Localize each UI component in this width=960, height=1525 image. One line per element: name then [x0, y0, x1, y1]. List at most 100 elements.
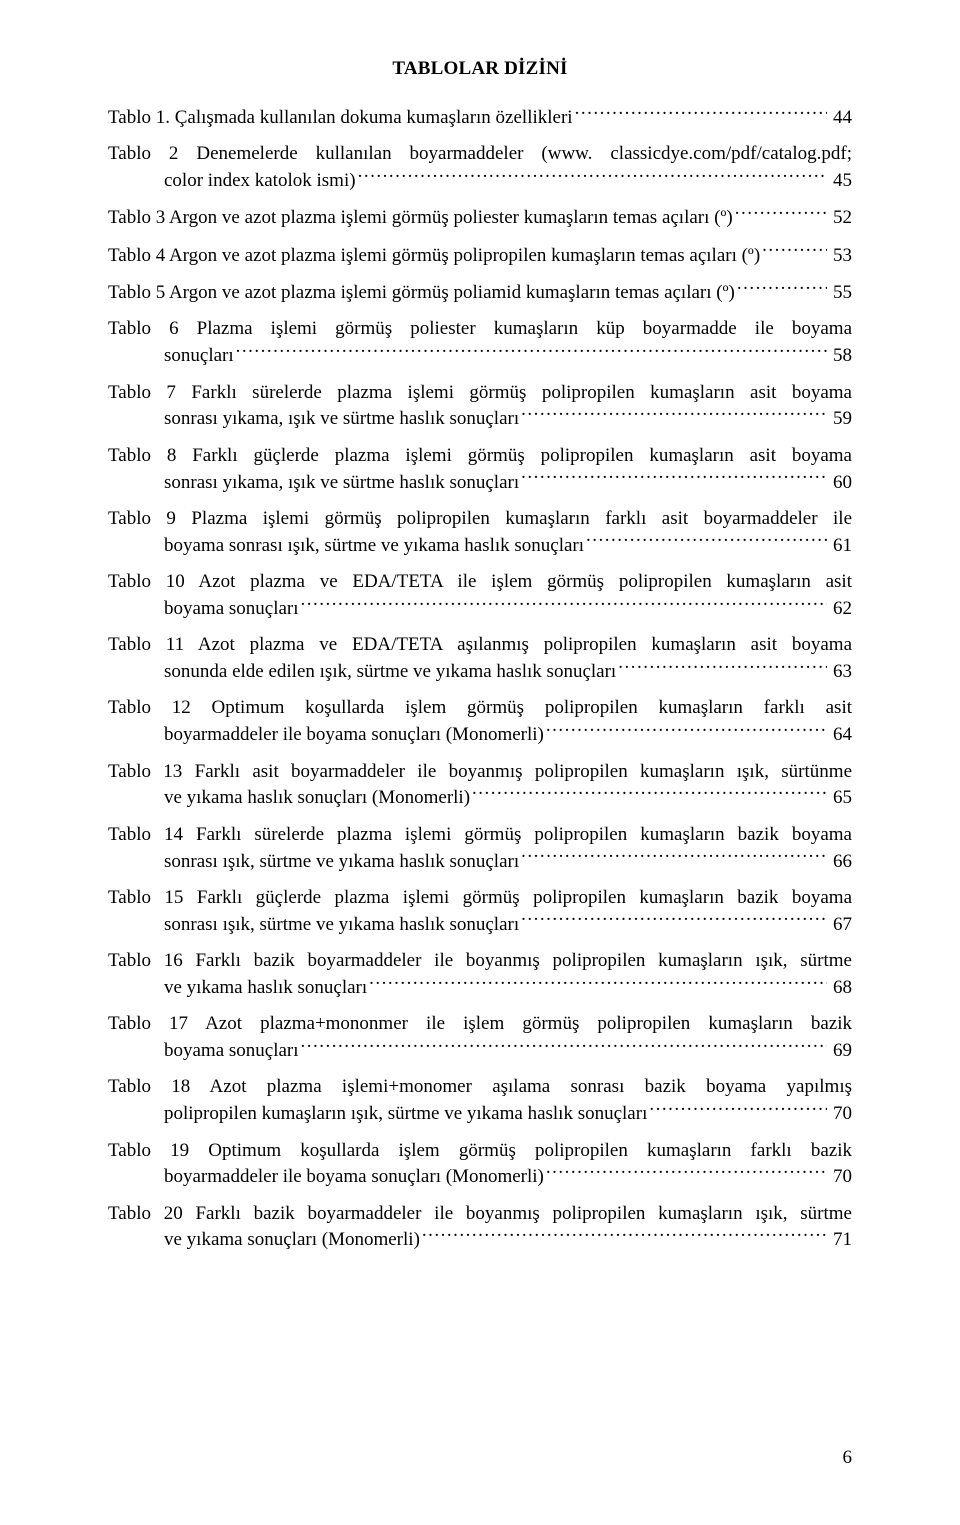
toc-entry-page: 61: [829, 533, 852, 559]
toc-entry-text: boyarmaddeler ile boyama sonuçları (Mono…: [164, 722, 544, 748]
toc-entry-page: 66: [829, 849, 852, 875]
leader-dots: [422, 1226, 827, 1245]
toc-entry-text: ve yıkama haslık sonuçları (Monomerli): [164, 785, 470, 811]
toc-entry: Tablo 12 Optimum koşullarda işlem görmüş…: [108, 695, 852, 748]
toc-entry-lastline: sonrası ışık, sürtme ve yıkama haslık so…: [108, 911, 852, 938]
toc-entry-page: 68: [829, 975, 852, 1001]
toc-entry-lastline: Tablo 4 Argon ve azot plazma işlemi görm…: [108, 242, 852, 269]
toc-entry-page: 65: [829, 785, 852, 811]
leader-dots: [762, 242, 827, 261]
toc-entry-line: Tablo 8 Farklı güçlerde plazma işlemi gö…: [108, 443, 852, 469]
toc-entry-lastline: sonrası ışık, sürtme ve yıkama haslık so…: [108, 848, 852, 875]
toc-entry: Tablo 19 Optimum koşullarda işlem görmüş…: [108, 1138, 852, 1191]
toc-entry-page: 55: [829, 280, 852, 306]
toc-entry-line: Tablo 6 Plazma işlemi görmüş poliester k…: [108, 316, 852, 342]
toc-entry-text: color index katolok ismi): [164, 168, 356, 194]
toc-entry-lastline: sonuçları 58: [108, 342, 852, 369]
toc-entry-page: 69: [829, 1038, 852, 1064]
toc-entry-page: 70: [829, 1164, 852, 1190]
toc-entry-page: 58: [829, 343, 852, 369]
leader-dots: [521, 848, 827, 867]
toc-entry-lastline: Tablo 5 Argon ve azot plazma işlemi görm…: [108, 279, 852, 306]
toc-entry-page: 59: [829, 406, 852, 432]
toc-entry: Tablo 13 Farklı asit boyarmaddeler ile b…: [108, 759, 852, 812]
leader-dots: [735, 204, 827, 223]
toc-entry: Tablo 9 Plazma işlemi görmüş polipropile…: [108, 506, 852, 559]
toc-entry: Tablo 6 Plazma işlemi görmüş poliester k…: [108, 316, 852, 369]
leader-dots: [521, 911, 827, 930]
leader-dots: [521, 405, 827, 424]
toc-entry: Tablo 3 Argon ve azot plazma işlemi görm…: [108, 204, 852, 231]
toc-entry-page: 44: [829, 105, 852, 131]
toc-entries: Tablo 1. Çalışmada kullanılan dokuma kum…: [108, 104, 852, 1253]
toc-entry: Tablo 7 Farklı sürelerde plazma işlemi g…: [108, 380, 852, 433]
toc-entry-text: sonrası yıkama, ışık ve sürtme haslık so…: [164, 406, 519, 432]
toc-entry-line: Tablo 14 Farklı sürelerde plazma işlemi …: [108, 822, 852, 848]
toc-entry-lastline: sonunda elde edilen ışık, sürtme ve yıka…: [108, 658, 852, 685]
toc-entry-lastline: boyama sonuçları 69: [108, 1037, 852, 1064]
toc-entry-line: Tablo 16 Farklı bazik boyarmaddeler ile …: [108, 948, 852, 974]
toc-entry-text: boyama sonuçları: [164, 596, 299, 622]
toc-entry-text: Tablo 1. Çalışmada kullanılan dokuma kum…: [108, 105, 573, 131]
toc-entry: Tablo 20 Farklı bazik boyarmaddeler ile …: [108, 1201, 852, 1254]
page-number: 6: [843, 1447, 853, 1469]
toc-entry-line: Tablo 11 Azot plazma ve EDA/TETA aşılanm…: [108, 632, 852, 658]
toc-entry-lastline: boyama sonuçları 62: [108, 595, 852, 622]
toc-entry: Tablo 18 Azot plazma işlemi+monomer aşıl…: [108, 1074, 852, 1127]
leader-dots: [546, 721, 827, 740]
toc-entry-line: Tablo 10 Azot plazma ve EDA/TETA ile işl…: [108, 569, 852, 595]
toc-entry-page: 63: [829, 659, 852, 685]
toc-entry-line: Tablo 13 Farklı asit boyarmaddeler ile b…: [108, 759, 852, 785]
toc-entry: Tablo 8 Farklı güçlerde plazma işlemi gö…: [108, 443, 852, 496]
toc-entry: Tablo 4 Argon ve azot plazma işlemi görm…: [108, 242, 852, 269]
leader-dots: [358, 167, 827, 186]
toc-entry-page: 67: [829, 912, 852, 938]
toc-entry-lastline: sonrası yıkama, ışık ve sürtme haslık so…: [108, 405, 852, 432]
toc-entry-text: sonuçları: [164, 343, 234, 369]
toc-entry-page: 62: [829, 596, 852, 622]
toc-entry-line: Tablo 15 Farklı güçlerde plazma işlemi g…: [108, 885, 852, 911]
toc-entry-lastline: color index katolok ismi) 45: [108, 167, 852, 194]
toc-entry-line: Tablo 20 Farklı bazik boyarmaddeler ile …: [108, 1201, 852, 1227]
toc-entry-lastline: Tablo 3 Argon ve azot plazma işlemi görm…: [108, 204, 852, 231]
toc-entry-line: Tablo 2 Denemelerde kullanılan boyarmadd…: [108, 141, 852, 167]
toc-entry-line: Tablo 12 Optimum koşullarda işlem görmüş…: [108, 695, 852, 721]
toc-entry-line: Tablo 7 Farklı sürelerde plazma işlemi g…: [108, 380, 852, 406]
leader-dots: [472, 784, 827, 803]
toc-entry-text: ve yıkama sonuçları (Monomerli): [164, 1227, 420, 1253]
toc-entry: Tablo 1. Çalışmada kullanılan dokuma kum…: [108, 104, 852, 131]
leader-dots: [586, 532, 827, 551]
leader-dots: [546, 1163, 827, 1182]
toc-entry-text: boyarmaddeler ile boyama sonuçları (Mono…: [164, 1164, 544, 1190]
toc-entry-text: polipropilen kumaşların ışık, sürtme ve …: [164, 1101, 647, 1127]
toc-entry-text: sonrası ışık, sürtme ve yıkama haslık so…: [164, 912, 519, 938]
toc-entry: Tablo 14 Farklı sürelerde plazma işlemi …: [108, 822, 852, 875]
leader-dots: [575, 104, 827, 123]
toc-entry: Tablo 2 Denemelerde kullanılan boyarmadd…: [108, 141, 852, 194]
toc-entry-page: 64: [829, 722, 852, 748]
toc-entry-line: Tablo 9 Plazma işlemi görmüş polipropile…: [108, 506, 852, 532]
toc-heading: TABLOLAR DİZİNİ: [108, 58, 852, 80]
toc-entry-lastline: ve yıkama sonuçları (Monomerli)71: [108, 1226, 852, 1253]
toc-entry-text: Tablo 5 Argon ve azot plazma işlemi görm…: [108, 280, 735, 306]
leader-dots: [649, 1100, 827, 1119]
toc-entry: Tablo 16 Farklı bazik boyarmaddeler ile …: [108, 948, 852, 1001]
toc-entry-lastline: sonrası yıkama, ışık ve sürtme haslık so…: [108, 469, 852, 496]
toc-entry-lastline: boyama sonrası ışık, sürtme ve yıkama ha…: [108, 532, 852, 559]
toc-entry-text: boyama sonrası ışık, sürtme ve yıkama ha…: [164, 533, 584, 559]
toc-entry-page: 70: [829, 1101, 852, 1127]
toc-entry-lastline: Tablo 1. Çalışmada kullanılan dokuma kum…: [108, 104, 852, 131]
toc-entry-text: boyama sonuçları: [164, 1038, 299, 1064]
leader-dots: [737, 279, 827, 298]
toc-entry-page: 45: [829, 168, 852, 194]
toc-entry-text: Tablo 4 Argon ve azot plazma işlemi görm…: [108, 243, 760, 269]
toc-entry-lastline: ve yıkama haslık sonuçları 68: [108, 974, 852, 1001]
toc-entry-line: Tablo 19 Optimum koşullarda işlem görmüş…: [108, 1138, 852, 1164]
leader-dots: [521, 469, 827, 488]
toc-entry-text: ve yıkama haslık sonuçları: [164, 975, 367, 1001]
leader-dots: [236, 342, 827, 361]
toc-entry: Tablo 10 Azot plazma ve EDA/TETA ile işl…: [108, 569, 852, 622]
toc-entry-text: sonrası ışık, sürtme ve yıkama haslık so…: [164, 849, 519, 875]
page: TABLOLAR DİZİNİ Tablo 1. Çalışmada kulla…: [0, 0, 960, 1525]
leader-dots: [301, 1037, 827, 1056]
